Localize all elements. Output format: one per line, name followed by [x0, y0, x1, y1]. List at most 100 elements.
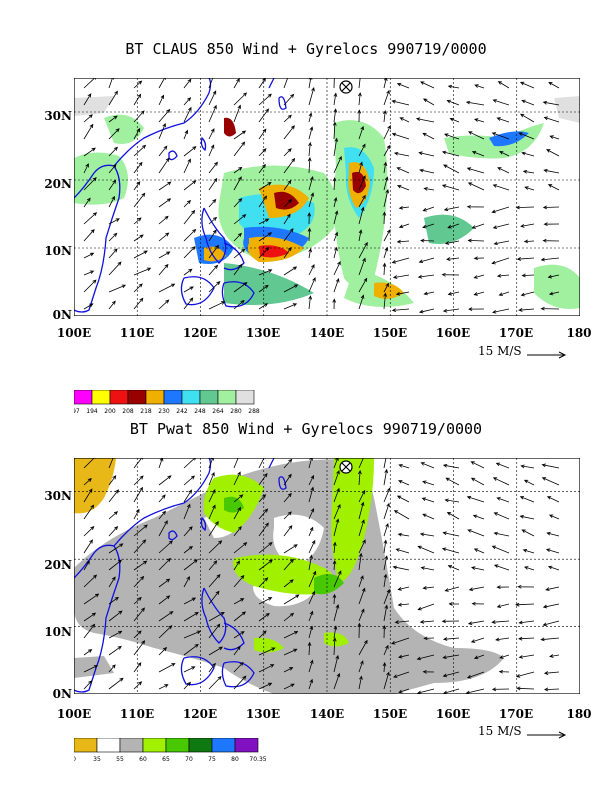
- wind-vector: [283, 544, 298, 554]
- wind-vector: [422, 223, 435, 229]
- wind-vector: [442, 531, 460, 537]
- wind-vector: [133, 127, 141, 140]
- wind-vector: [183, 180, 197, 191]
- wind-vector: [308, 539, 316, 554]
- wind-vector: [446, 257, 460, 261]
- wind-vector: [418, 308, 435, 314]
- wind-vector: [183, 268, 193, 276]
- top-panel-title: BT CLAUS 850 Wind + Gyrelocs 990719/0000: [125, 40, 487, 58]
- wind-vector: [418, 151, 435, 157]
- wind-vector: [208, 229, 217, 242]
- wind-vector: [547, 274, 560, 279]
- wind-vector: [158, 181, 172, 191]
- wind-vector: [447, 223, 460, 229]
- wind-vector: [133, 539, 147, 554]
- wind-vector: [547, 184, 560, 191]
- wind-vector: [498, 669, 510, 674]
- wind-vector: [333, 654, 340, 673]
- wind-vector: [83, 270, 95, 276]
- legend-swatch: [211, 738, 236, 753]
- legend-swatch: [91, 390, 111, 405]
- wind-vector: [518, 636, 535, 641]
- wind-vector: [382, 262, 387, 276]
- wind-vector: [183, 681, 192, 690]
- wind-vector: [83, 612, 97, 622]
- wind-vector: [208, 78, 214, 89]
- wind-vector: [183, 503, 191, 520]
- bottom-vector-scale-label: 15 M/S: [478, 724, 522, 738]
- wind-vector: [441, 619, 460, 624]
- wind-vector: [158, 157, 170, 174]
- wind-vector: [358, 575, 364, 588]
- wind-vector: [208, 198, 217, 208]
- wind-vector: [382, 661, 387, 673]
- wind-vector: [383, 487, 391, 503]
- wind-vector: [542, 205, 560, 210]
- wind-vector: [283, 631, 299, 639]
- wind-vector: [308, 590, 316, 605]
- wind-vector: [332, 593, 337, 605]
- wind-vectors: [83, 458, 560, 694]
- wind-vector: [358, 489, 366, 503]
- wind-vector: [358, 206, 365, 225]
- wind-vector: [497, 167, 510, 174]
- wind-vector: [108, 664, 116, 673]
- wind-vector: [108, 511, 118, 520]
- wind-vector: [442, 654, 460, 660]
- wind-vector: [208, 611, 225, 622]
- wind-vector: [133, 630, 142, 639]
- wind-vector: [83, 525, 95, 537]
- wind-vector: [308, 678, 313, 690]
- wind-vector: [541, 477, 560, 486]
- bottom-map: [74, 458, 580, 694]
- wind-vector: [358, 294, 365, 310]
- lat-lon-grid: [74, 458, 580, 694]
- wind-vector: [108, 284, 127, 293]
- wind-vector: [333, 260, 341, 276]
- wind-vector: [396, 239, 410, 244]
- legend-swatch: [109, 390, 129, 405]
- wind-vector: [383, 78, 388, 89]
- wind-vector: [133, 560, 148, 571]
- legend-swatch: [188, 738, 213, 753]
- wind-vector: [473, 654, 485, 660]
- wind-vector: [258, 246, 270, 259]
- coastline: [74, 78, 287, 313]
- wind-vector: [283, 648, 298, 656]
- legend-label: 60: [139, 756, 147, 763]
- wind-vector: [208, 489, 216, 503]
- x-tick-100e: 100E: [56, 707, 92, 721]
- legend-label: 264: [212, 408, 224, 414]
- wind-vector: [108, 458, 115, 469]
- legend-swatch: [145, 390, 165, 405]
- wind-vector: [258, 472, 268, 486]
- wind-vector: [183, 297, 194, 310]
- wind-vector: [258, 508, 269, 520]
- wind-vector: [333, 197, 338, 208]
- wind-vector: [417, 274, 435, 279]
- wind-vector: [258, 682, 273, 690]
- wind-vector: [333, 278, 340, 293]
- wind-vector: [495, 462, 510, 469]
- wind-vector: [183, 158, 191, 174]
- wind-vector: [333, 503, 341, 520]
- wind-vector: [358, 125, 364, 140]
- wind-vector: [543, 671, 560, 675]
- wind-vector: [493, 512, 510, 520]
- wind-vector: [470, 477, 485, 486]
- wind-vector: [495, 637, 510, 642]
- wind-vector: [308, 610, 314, 622]
- wind-vector: [443, 206, 460, 212]
- wind-vector: [183, 526, 193, 537]
- wind-vector: [358, 143, 366, 157]
- wind-vector: [491, 132, 510, 140]
- x-tick-160e: 160E: [435, 707, 471, 721]
- wind-vector: [383, 246, 389, 259]
- wind-vector: [183, 106, 192, 123]
- wind-vector: [258, 148, 267, 157]
- wind-vector: [465, 100, 485, 106]
- legend-swatch: [181, 390, 201, 405]
- wind-vector: [399, 117, 410, 123]
- legend-swatch: [96, 738, 121, 753]
- wind-vector: [108, 195, 115, 208]
